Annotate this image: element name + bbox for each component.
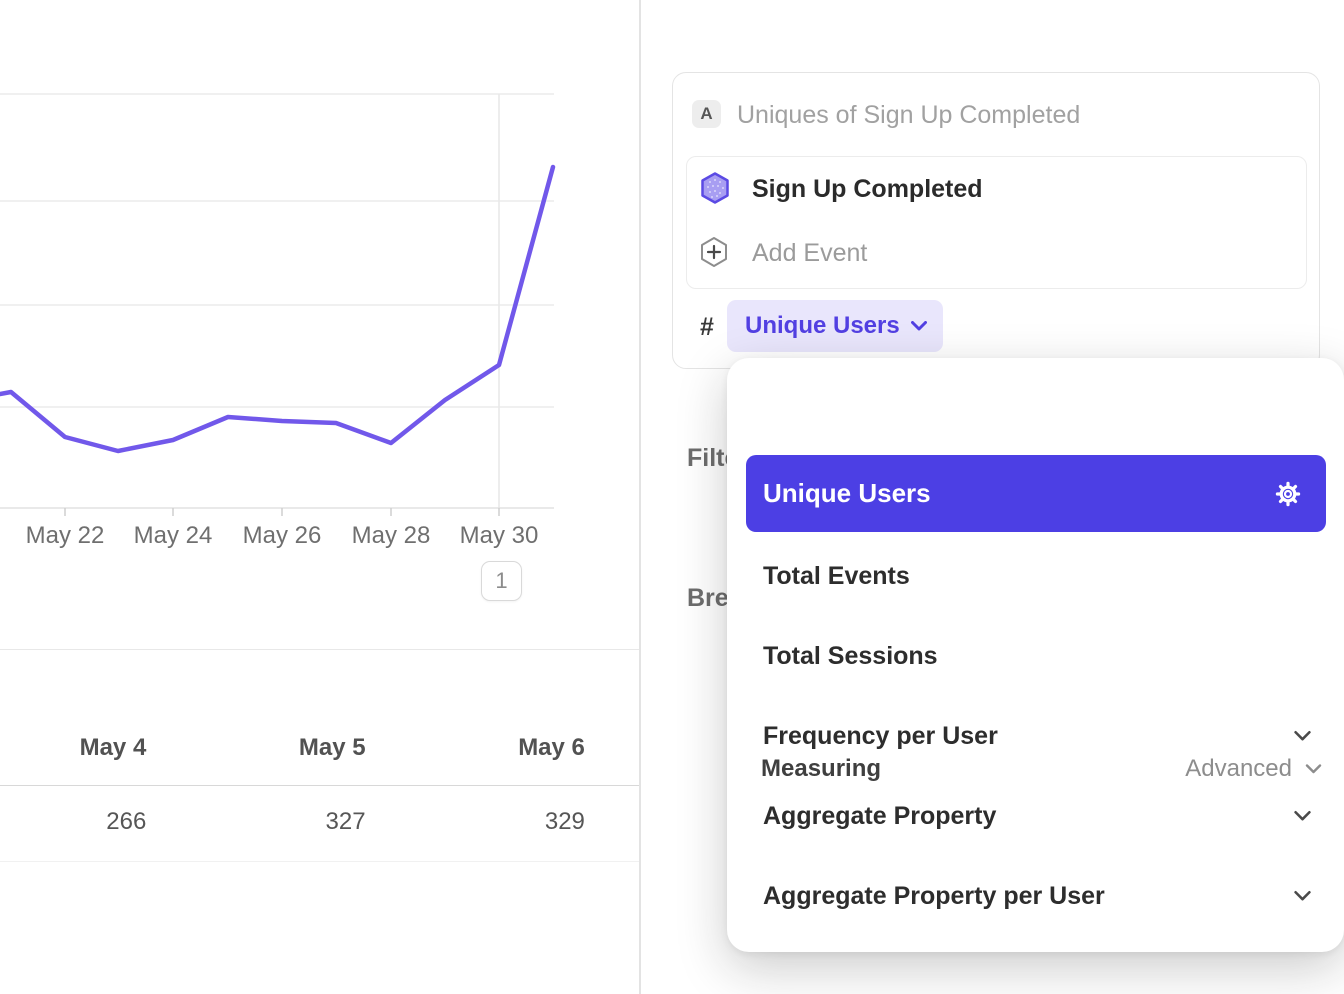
x-axis-tick-label: May 22 <box>25 522 105 549</box>
x-axis-tick-label: May 24 <box>133 522 213 549</box>
table-top-divider <box>0 649 639 650</box>
x-axis-tick-label: May 28 <box>351 522 431 549</box>
add-event-icon <box>701 237 727 267</box>
event-row[interactable]: Sign Up Completed <box>752 175 983 203</box>
chevron-down-icon <box>910 321 927 331</box>
dropdown-item-unique-users-selected[interactable]: Unique Users <box>746 455 1326 532</box>
measurement-pill-button[interactable]: Unique Users <box>727 300 943 352</box>
table-header-divider <box>0 785 639 786</box>
table-bottom-divider <box>0 861 639 862</box>
chevron-down-icon <box>1294 731 1311 741</box>
chevron-down-icon <box>1294 891 1311 901</box>
dropdown-selected-label: Unique Users <box>763 478 931 508</box>
advanced-mode-toggle[interactable]: Advanced <box>1185 755 1322 783</box>
dropdown-item-label: Aggregate Property per User <box>763 882 1105 910</box>
table-header-row: May 4 May 5 May 6 <box>0 718 639 778</box>
dropdown-item-aggregate-property[interactable]: Aggregate Property <box>746 776 1326 856</box>
table-header-cell: May 6 <box>518 734 585 761</box>
table-header-cell: May 4 <box>79 734 147 761</box>
measurement-pill-label: Unique Users <box>745 312 900 339</box>
measuring-dropdown-menu: Measuring Advanced Unique Users <box>727 358 1344 952</box>
chevron-down-icon <box>1305 764 1322 774</box>
dropdown-item-label: Frequency per User <box>763 722 998 750</box>
x-axis-tick-label: May 30 <box>459 522 539 549</box>
event-hexagon-icon <box>701 172 729 204</box>
dropdown-item-total-sessions[interactable]: Total Sessions <box>746 616 1326 696</box>
chart-annotation-badge[interactable]: 1 <box>481 561 522 601</box>
line-chart <box>0 93 556 516</box>
table-value-cell: 329 <box>544 808 585 835</box>
measuring-header-label: Measuring <box>761 755 882 782</box>
table-value-cell: 266 <box>106 808 147 835</box>
pane-divider <box>639 0 641 994</box>
event-list-card <box>686 156 1307 289</box>
dropdown-item-frequency-per-user[interactable]: Frequency per User <box>746 696 1326 776</box>
add-event-button[interactable]: Add Event <box>752 239 868 267</box>
table-row[interactable]: 266 327 329 <box>0 789 639 855</box>
dropdown-item-total-events[interactable]: Total Events <box>746 536 1326 616</box>
chevron-down-icon <box>1294 811 1311 821</box>
dropdown-item-aggregate-property-per-user[interactable]: Aggregate Property per User <box>746 856 1326 936</box>
table-value-cell: 327 <box>325 808 366 835</box>
advanced-mode-label: Advanced <box>1185 755 1292 782</box>
x-axis-tick-label: May 26 <box>242 522 322 549</box>
table-header-cell: May 5 <box>298 734 366 761</box>
dropdown-item-label: Aggregate Property <box>763 802 997 830</box>
dropdown-item-label: Total Events <box>763 562 910 590</box>
metric-title: Uniques of Sign Up Completed <box>737 101 1081 129</box>
series-letter-badge: A <box>692 100 721 128</box>
count-symbol: # <box>700 313 714 341</box>
gear-icon[interactable] <box>1274 480 1302 508</box>
dropdown-item-label: Total Sessions <box>763 642 938 670</box>
